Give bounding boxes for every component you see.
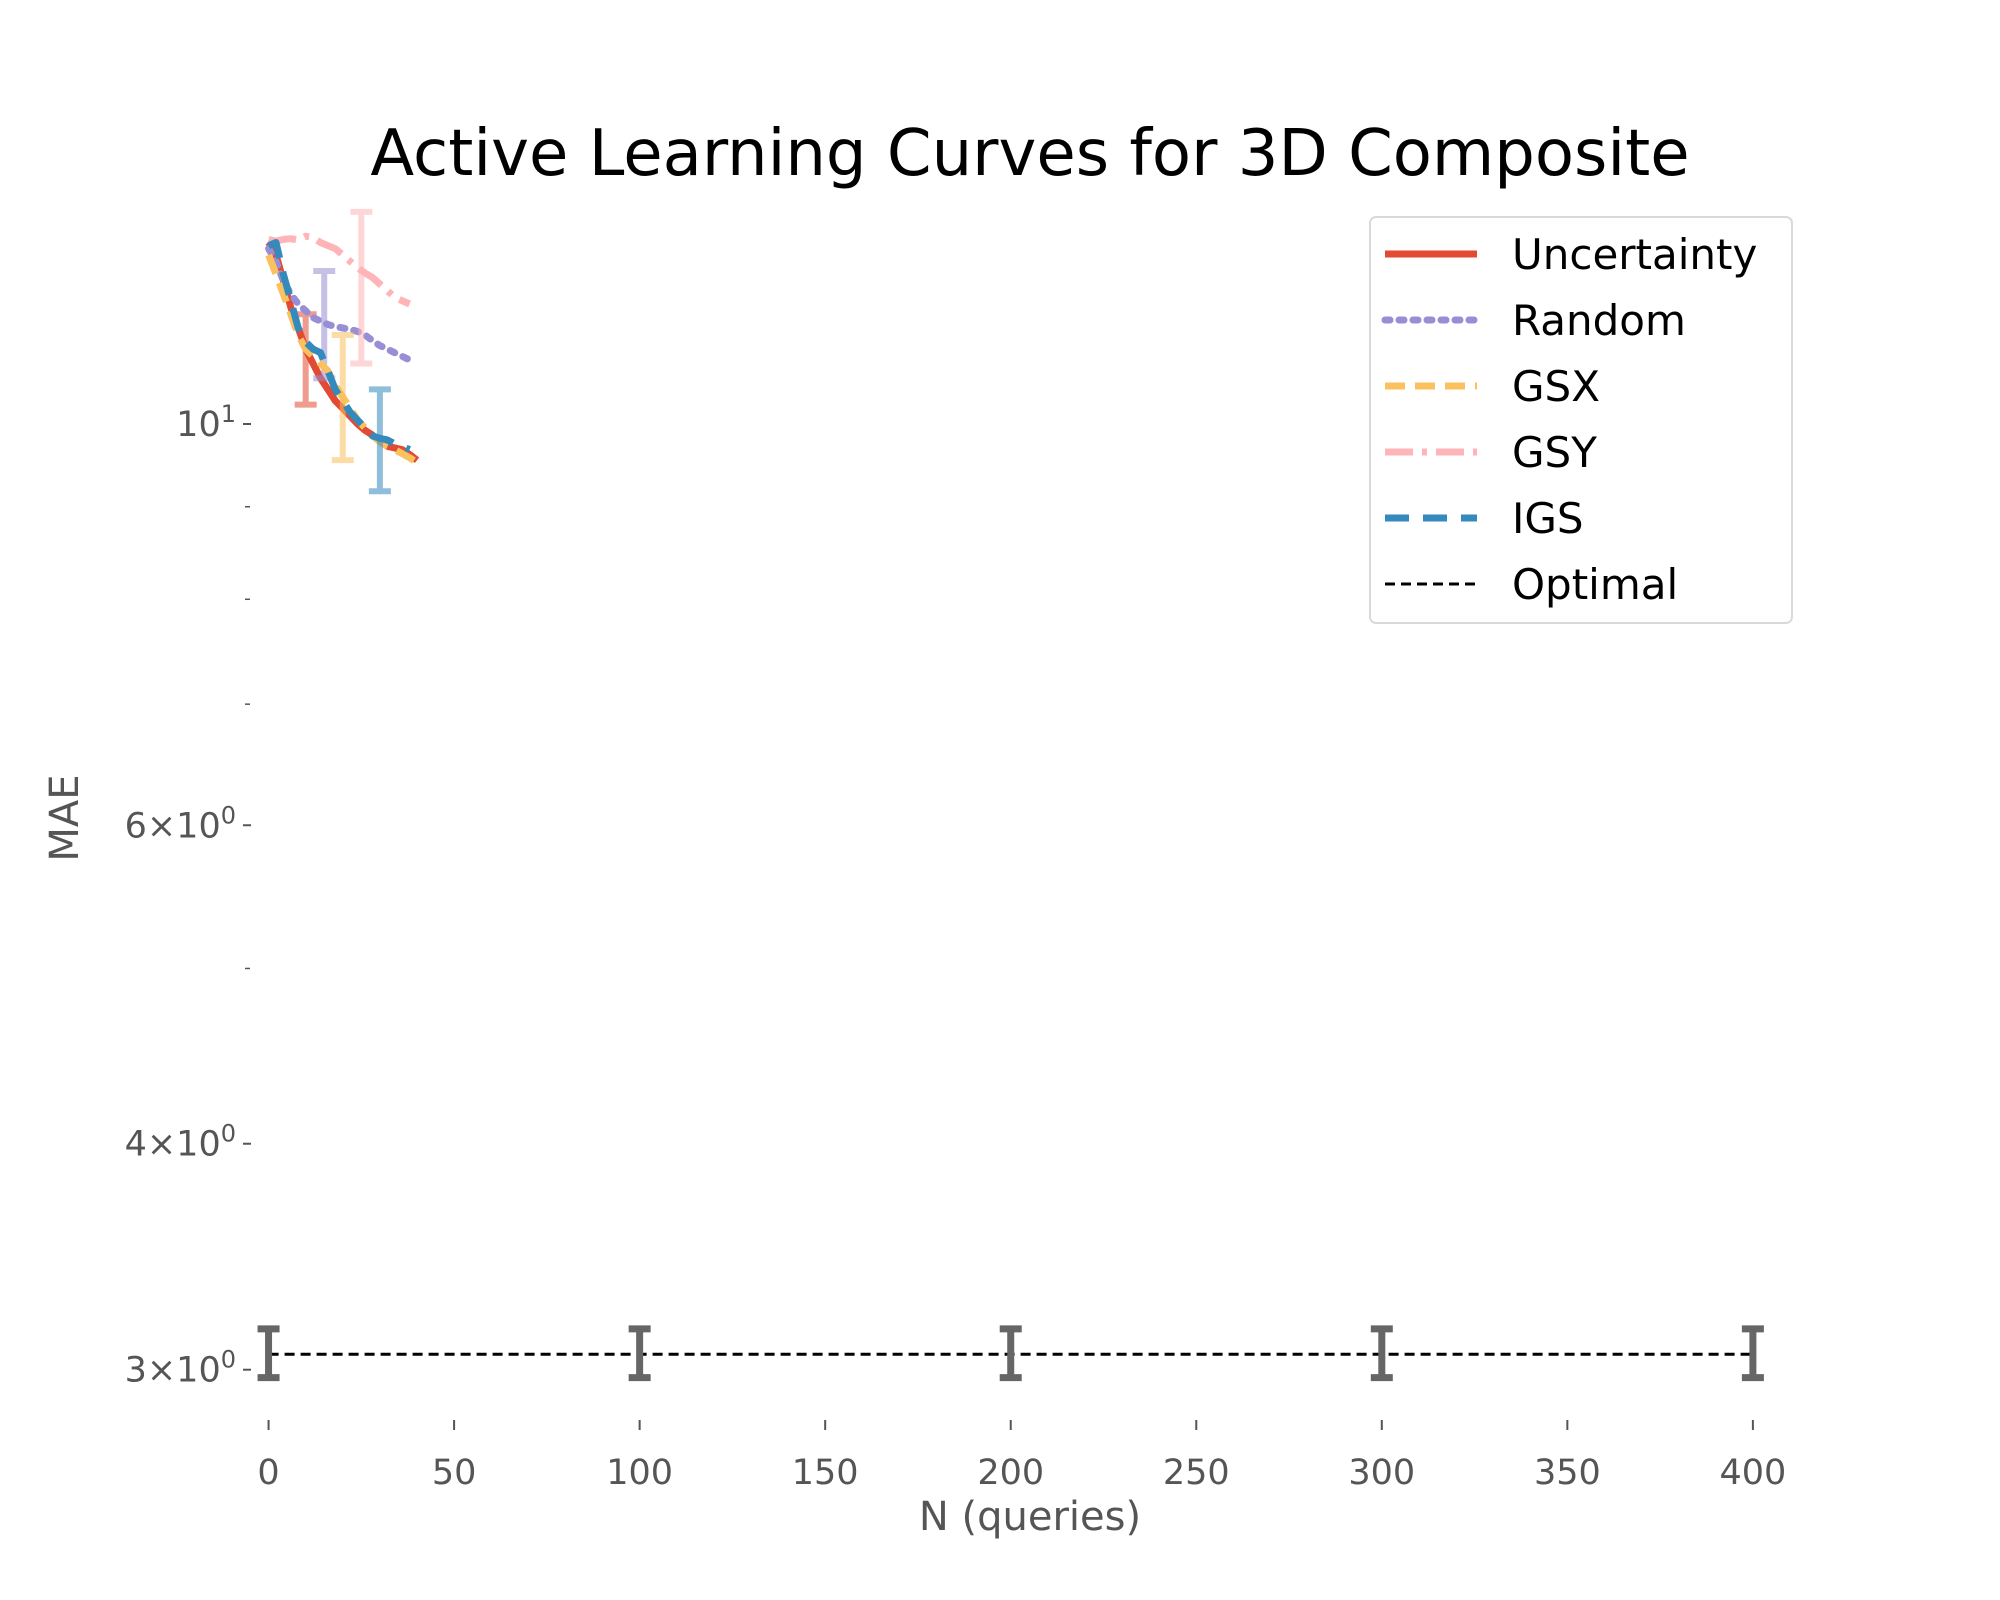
series-igs xyxy=(267,239,412,495)
series-gsx xyxy=(265,253,419,466)
x-axis-label: N (queries) xyxy=(919,1494,1141,1540)
x-tick-label: 50 xyxy=(432,1453,477,1493)
x-axis: 0 50 100 150 200 250 300 350 400 xyxy=(257,1420,1786,1493)
x-tick-label: 100 xyxy=(606,1453,673,1493)
y-tick-base: 10 xyxy=(176,405,221,445)
y-tick-label: 3×100 xyxy=(125,1346,236,1391)
y-tick-label: 101 xyxy=(176,400,236,445)
y-tick-multiplier: 4× xyxy=(125,1125,177,1165)
legend-label: Optimal xyxy=(1512,560,1678,609)
legend-item-igs: IGS xyxy=(1385,494,1584,543)
legend-item-gsy: GSY xyxy=(1385,428,1597,477)
y-tick-exponent: 0 xyxy=(221,1120,236,1148)
x-tick-label: 400 xyxy=(1719,1453,1786,1493)
error-bar xyxy=(331,331,354,464)
legend-item-uncertainty: Uncertainty xyxy=(1385,230,1757,279)
y-tick-exponent: 0 xyxy=(221,801,236,829)
error-bar xyxy=(1370,1325,1393,1382)
legend-item-random: Random xyxy=(1381,296,1686,345)
x-tick-label: 200 xyxy=(977,1453,1044,1493)
series-line xyxy=(267,232,412,308)
x-tick-label: 150 xyxy=(792,1453,859,1493)
chart-title: Active Learning Curves for 3D Composite xyxy=(370,117,1689,191)
legend-label: GSY xyxy=(1512,428,1597,477)
y-tick-multiplier: 3× xyxy=(125,1351,177,1391)
legend-item-optimal: Optimal xyxy=(1385,560,1678,609)
error-bar xyxy=(999,1325,1022,1382)
y-axis-label: MAE xyxy=(42,774,88,861)
legend-label: IGS xyxy=(1512,494,1584,543)
error-bar xyxy=(350,208,373,367)
series-optimal xyxy=(257,1325,1764,1382)
y-tick-label: 4×100 xyxy=(125,1120,236,1165)
series-gsy xyxy=(267,208,412,367)
y-tick-exponent: 0 xyxy=(221,1346,236,1374)
y-tick-label: 6×100 xyxy=(125,801,236,846)
plot-area xyxy=(257,208,1764,1382)
legend-label: Uncertainty xyxy=(1512,230,1757,279)
x-tick-label: 350 xyxy=(1534,1453,1601,1493)
x-tick-label: 300 xyxy=(1348,1453,1415,1493)
series-line xyxy=(265,245,414,364)
y-tick-base: 10 xyxy=(176,1125,221,1165)
x-tick-label: 250 xyxy=(1163,1453,1230,1493)
legend: Uncertainty Random GSX GSY IGS Optimal xyxy=(1369,216,1793,624)
legend-item-gsx: GSX xyxy=(1385,362,1600,411)
error-bar xyxy=(257,1325,280,1382)
y-tick-multiplier: 6× xyxy=(125,806,177,846)
x-tick-label: 0 xyxy=(257,1453,279,1493)
series-line xyxy=(267,239,412,453)
y-tick-base: 10 xyxy=(176,806,221,846)
error-bar xyxy=(368,386,391,495)
legend-label: Random xyxy=(1512,296,1686,345)
y-tick-exponent: 1 xyxy=(221,400,236,428)
error-bar xyxy=(628,1325,651,1382)
y-tick-base: 10 xyxy=(176,1351,221,1391)
legend-label: GSX xyxy=(1512,362,1600,411)
error-bar xyxy=(1741,1325,1764,1382)
